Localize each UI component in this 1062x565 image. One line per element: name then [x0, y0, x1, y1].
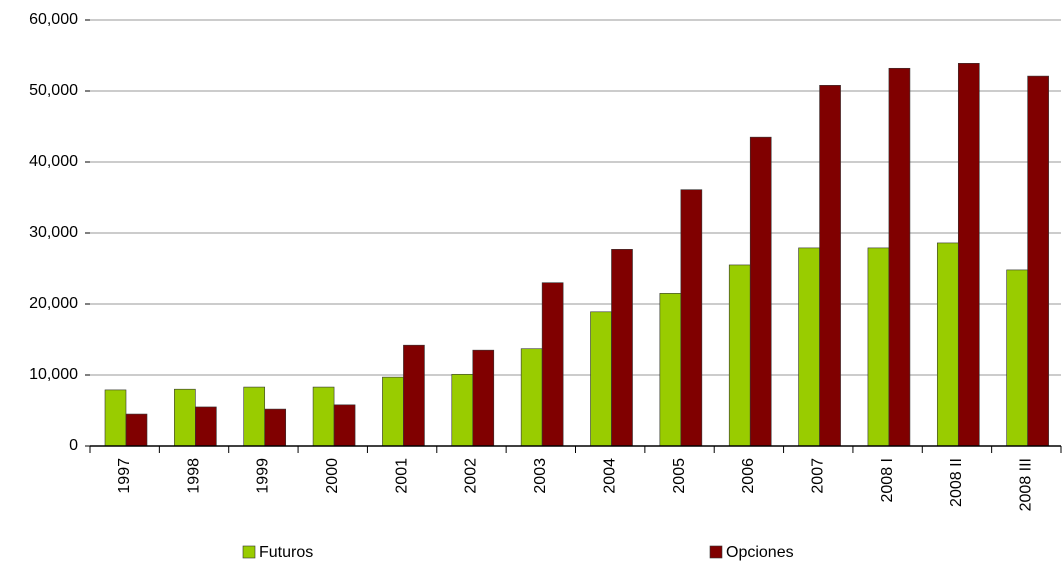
x-tick-label: 2004	[601, 458, 618, 494]
legend-swatch	[709, 545, 723, 559]
bar	[403, 344, 425, 447]
bar	[1006, 269, 1028, 447]
bar	[936, 242, 959, 447]
x-tick-label: 1997	[116, 458, 133, 494]
bar	[451, 373, 474, 447]
x-tick-label: 2001	[393, 458, 410, 494]
bar	[728, 264, 751, 447]
x-tick-label: 2008 I	[879, 458, 896, 502]
x-tick-label: 1998	[185, 458, 202, 494]
legend-label: Opciones	[726, 544, 794, 561]
bar	[819, 85, 841, 447]
x-tick-label: 2008 II	[948, 458, 965, 507]
bar	[333, 404, 356, 447]
bar	[104, 389, 127, 447]
bar	[867, 247, 890, 447]
x-tick-label: 2008 III	[1018, 458, 1035, 511]
x-tick-label: 2002	[463, 458, 480, 494]
y-tick-label: 0	[69, 437, 78, 454]
bar	[680, 189, 703, 447]
bar	[611, 249, 633, 447]
x-tick-label: 2000	[324, 458, 341, 494]
y-tick-label: 40,000	[29, 153, 78, 170]
legend-label: Futuros	[259, 544, 313, 561]
bar	[382, 376, 404, 447]
bar	[472, 349, 495, 447]
bar	[520, 348, 543, 447]
y-tick-label: 20,000	[29, 295, 78, 312]
bar	[590, 311, 612, 447]
y-tick-label: 60,000	[29, 11, 78, 28]
bar	[749, 136, 772, 447]
y-tick-label: 30,000	[29, 224, 78, 241]
bar	[888, 67, 911, 447]
bar	[243, 386, 266, 447]
bar	[541, 282, 564, 447]
bar	[195, 406, 217, 447]
bar	[957, 63, 980, 447]
y-tick-label: 10,000	[29, 366, 78, 383]
y-tick-label: 50,000	[29, 82, 78, 99]
bar	[174, 388, 196, 447]
x-tick-label: 2007	[809, 458, 826, 494]
x-tick-label: 2005	[671, 458, 688, 494]
bar	[312, 386, 335, 447]
bar	[1027, 75, 1049, 447]
bar	[264, 408, 287, 447]
bar	[125, 413, 148, 447]
legend-swatch	[242, 545, 256, 559]
x-tick-label: 2003	[532, 458, 549, 494]
x-tick-label: 1999	[255, 458, 272, 494]
bar	[798, 247, 820, 447]
x-tick-label: 2006	[740, 458, 757, 494]
bar	[659, 293, 682, 447]
